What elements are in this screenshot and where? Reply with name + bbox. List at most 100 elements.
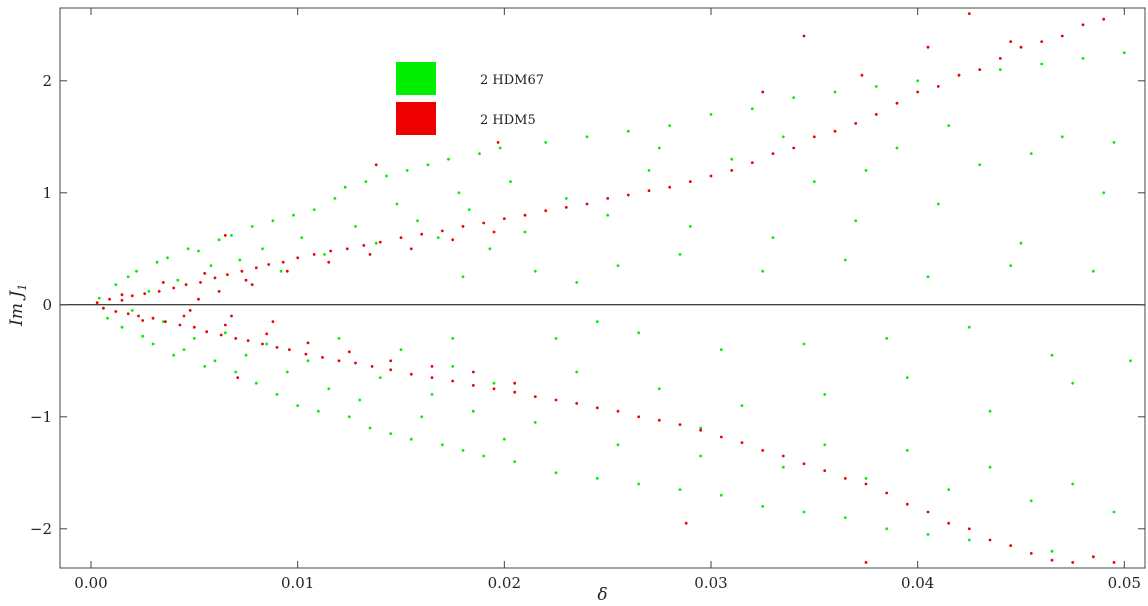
data-point-hdm5 — [1040, 40, 1044, 43]
data-point-hdm67 — [905, 449, 909, 452]
data-point-hdm5 — [217, 290, 221, 293]
data-point-hdm5 — [420, 232, 424, 236]
data-point-hdm67 — [533, 421, 537, 424]
y-axis-ticks: −2 −1 0 1 2 — [30, 72, 1145, 538]
data-point-hdm67 — [358, 398, 362, 402]
data-point-hdm5 — [585, 202, 589, 206]
data-point-hdm67 — [1129, 359, 1132, 363]
data-point-hdm5 — [409, 372, 413, 376]
data-point-hdm5 — [370, 365, 374, 368]
data-point-hdm67 — [699, 426, 703, 430]
data-point-hdm5 — [288, 348, 291, 351]
data-point-hdm5 — [234, 337, 238, 340]
data-point-hdm5 — [182, 314, 186, 318]
data-point-hdm67 — [688, 225, 692, 228]
data-point-hdm5 — [312, 253, 316, 256]
data-point-hdm5 — [709, 174, 713, 178]
data-point-hdm5 — [544, 209, 548, 213]
data-point-hdm5 — [362, 244, 366, 247]
data-point-hdm67 — [947, 124, 951, 127]
data-point-hdm5 — [368, 253, 372, 256]
data-point-hdm5 — [792, 146, 796, 150]
x-tick-label: 0.04 — [901, 574, 934, 592]
data-point-hdm67 — [250, 225, 254, 228]
data-point-hdm67 — [378, 376, 382, 379]
data-point-hdm67 — [451, 365, 455, 368]
data-point-hdm5 — [471, 384, 475, 387]
data-point-hdm5 — [1029, 552, 1033, 555]
data-point-hdm67 — [467, 208, 471, 212]
legend-swatch — [396, 102, 436, 135]
data-point-hdm5 — [513, 390, 517, 394]
data-point-hdm67 — [616, 443, 620, 447]
data-point-hdm5 — [564, 206, 568, 209]
data-point-hdm67 — [843, 258, 847, 262]
data-point-hdm67 — [595, 477, 599, 480]
data-point-hdm5 — [389, 359, 393, 363]
x-tick-label: 0.00 — [74, 574, 107, 592]
data-point-hdm5 — [306, 341, 310, 345]
data-point-hdm67 — [182, 348, 186, 351]
data-point-hdm67 — [285, 370, 289, 374]
data-point-hdm67 — [203, 365, 207, 368]
data-point-hdm67 — [1009, 264, 1013, 267]
data-point-hdm67 — [802, 510, 806, 514]
data-point-hdm67 — [792, 96, 796, 99]
data-point-hdm5 — [254, 266, 258, 270]
data-point-hdm5 — [354, 361, 357, 365]
data-point-hdm67 — [416, 219, 419, 223]
data-point-hdm67 — [478, 152, 481, 156]
data-point-hdm67 — [885, 337, 889, 340]
data-point-hdm67 — [271, 219, 275, 223]
data-point-hdm67 — [554, 337, 558, 340]
data-point-hdm67 — [812, 180, 816, 184]
data-point-hdm5 — [496, 141, 500, 144]
data-point-hdm67 — [323, 253, 326, 256]
data-point-hdm67 — [988, 465, 992, 469]
data-point-hdm5 — [802, 462, 806, 466]
data-point-hdm5 — [761, 449, 765, 452]
data-point-hdm5 — [172, 286, 176, 290]
data-point-hdm5 — [1112, 561, 1116, 564]
data-point-hdm5 — [874, 113, 878, 116]
data-point-hdm5 — [461, 225, 465, 228]
data-point-hdm67 — [292, 213, 295, 217]
data-point-hdm67 — [1112, 141, 1116, 144]
data-point-hdm67 — [106, 316, 109, 320]
data-point-hdm67 — [564, 197, 568, 200]
data-point-hdm5 — [492, 230, 496, 234]
data-point-hdm5 — [164, 320, 167, 323]
data-point-hdm5 — [275, 346, 279, 349]
data-point-hdm5 — [864, 482, 868, 486]
data-point-hdm67 — [967, 325, 971, 329]
data-point-hdm67 — [395, 202, 399, 206]
data-point-hdm5 — [771, 152, 775, 156]
data-point-hdm5 — [321, 356, 324, 359]
data-point-hdm5 — [533, 395, 537, 398]
data-point-hdm5 — [678, 423, 682, 426]
data-point-hdm67 — [440, 443, 444, 447]
data-point-hdm5 — [684, 521, 688, 525]
data-point-hdm67 — [740, 404, 744, 407]
x-tick-label: 0.02 — [488, 574, 521, 592]
data-point-hdm5 — [184, 283, 188, 286]
data-point-hdm5 — [864, 561, 868, 564]
data-point-hdm5 — [451, 238, 455, 242]
data-point-hdm5 — [595, 406, 599, 410]
data-point-hdm67 — [509, 180, 512, 184]
data-point-hdm5 — [236, 376, 240, 379]
data-point-hdm5 — [554, 398, 558, 402]
data-point-hdm5 — [575, 402, 579, 405]
data-point-hdm67 — [275, 393, 279, 396]
data-point-hdm5 — [513, 381, 517, 385]
data-point-hdm67 — [354, 225, 357, 228]
data-point-hdm5 — [626, 193, 630, 197]
y-tick-label: 0 — [42, 296, 52, 314]
data-point-hdm67 — [254, 381, 258, 385]
data-point-hdm5 — [688, 180, 692, 184]
data-point-hdm67 — [130, 309, 134, 312]
data-point-hdm67 — [523, 230, 527, 234]
data-point-hdm67 — [389, 432, 393, 435]
data-point-hdm5 — [219, 333, 223, 337]
data-point-hdm5 — [226, 273, 229, 276]
